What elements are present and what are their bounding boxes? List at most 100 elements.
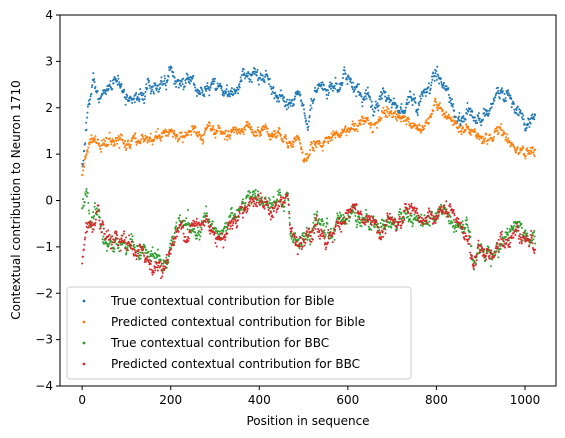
data-point [481,118,484,121]
data-point [225,221,228,224]
data-point [480,249,483,251]
data-point [124,236,127,239]
data-point [128,234,131,237]
data-point [86,116,89,119]
y-tick-label: −2 [35,286,53,300]
data-point [430,115,433,118]
data-point [195,220,198,223]
data-point [238,210,241,213]
data-point [520,222,523,225]
data-point [124,144,127,147]
data-point [132,247,135,250]
data-point [101,238,104,241]
data-point [211,128,214,131]
data-point [90,86,93,89]
data-point [200,88,203,91]
data-point [434,219,437,222]
data-point [407,116,410,119]
data-point [360,213,363,216]
data-point [423,124,426,127]
data-point [234,92,237,95]
data-point [231,90,234,93]
data-point [86,195,89,198]
data-point [115,231,118,234]
data-point [289,142,292,145]
data-point [132,134,135,137]
data-point [166,81,169,84]
data-point [215,227,218,230]
data-point [344,125,347,128]
data-point [198,233,201,236]
data-point [382,106,385,109]
data-point [358,218,361,221]
data-point [321,81,324,84]
data-point [88,212,91,215]
data-point [491,258,494,261]
data-point [174,137,177,140]
data-point [269,85,272,88]
data-point [156,269,159,272]
data-point [379,95,382,98]
data-point [330,82,333,85]
data-point [419,131,422,134]
data-point [372,114,375,117]
data-point [242,133,245,136]
data-point [477,112,480,115]
data-point [195,217,198,220]
data-point [397,112,400,115]
data-point [504,235,507,238]
data-point [187,240,190,242]
data-point [422,223,425,226]
data-point [319,234,322,237]
data-point [481,135,484,138]
data-point [95,91,98,94]
data-point [499,247,502,250]
data-point [222,90,225,93]
data-point [483,248,486,251]
data-point [229,214,232,217]
data-point [97,204,100,207]
data-point [267,204,270,207]
data-point [213,128,216,131]
data-point [524,155,527,158]
data-point [481,254,484,257]
data-point [524,229,527,232]
data-point [96,89,99,92]
data-point [509,229,512,232]
data-point [146,136,149,139]
data-point [164,82,167,85]
data-point [309,243,312,246]
y-tick-label: 2 [45,101,53,115]
data-point [124,97,127,100]
data-point [516,226,519,229]
data-point [196,234,199,237]
data-point [416,124,419,127]
data-point [84,156,87,159]
data-point [186,228,189,231]
data-point [283,201,286,204]
data-point [283,100,286,103]
data-point [82,169,85,172]
data-point [203,130,206,133]
data-point [192,222,195,225]
data-point [532,153,535,156]
data-point [509,145,512,148]
data-point [231,227,234,230]
data-point [445,200,448,203]
data-point [385,105,388,108]
data-point [516,105,519,108]
data-point [434,75,437,78]
data-point [452,218,455,221]
data-point [512,227,515,230]
y-tick-label: 0 [45,194,53,208]
data-point [159,139,162,142]
data-point [343,129,346,132]
data-point [416,212,419,215]
data-point [446,211,449,214]
data-point [101,93,104,96]
data-point [324,248,327,251]
data-point [290,232,293,235]
data-point [268,199,271,202]
data-point [175,221,178,224]
data-point [272,210,275,212]
